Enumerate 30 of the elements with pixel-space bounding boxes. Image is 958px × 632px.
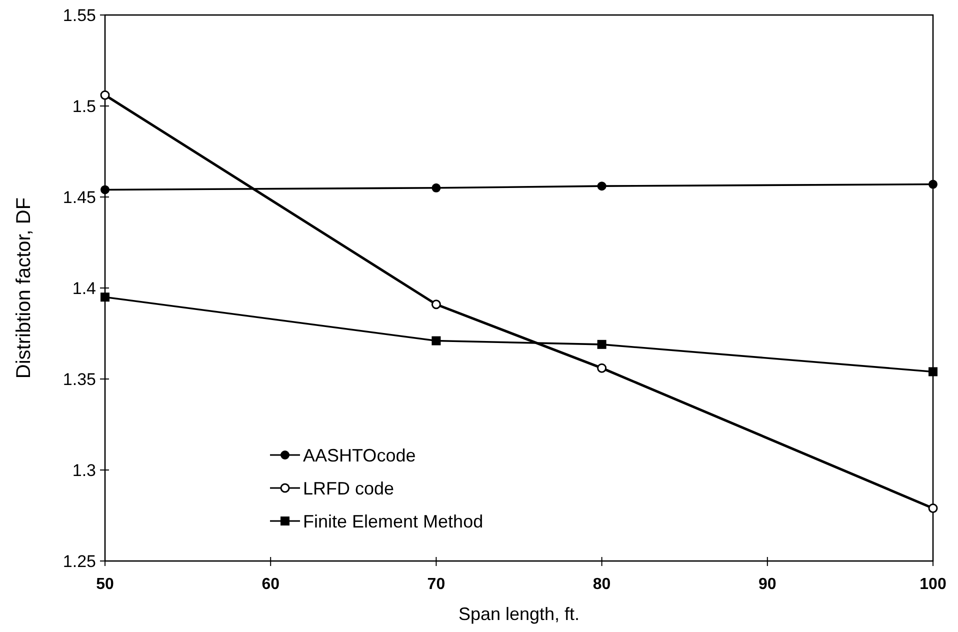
x-tick-label: 80 [592, 576, 611, 593]
y-tick-label: 1.45 [62, 188, 96, 207]
point [100, 292, 110, 302]
legend-label: Finite Element Method [303, 511, 484, 532]
x-tick-label: 70 [427, 576, 446, 593]
point [928, 180, 938, 189]
point [432, 183, 441, 192]
point [597, 340, 606, 349]
point [928, 503, 938, 513]
point [597, 182, 606, 191]
legend-label: LRFD code [303, 478, 394, 498]
point [597, 363, 607, 373]
y-tick-label: 1.25 [62, 552, 96, 571]
point [928, 367, 938, 376]
point [100, 90, 110, 100]
point [432, 336, 441, 346]
y-tick-label: 1.5 [72, 96, 96, 116]
x-tick-label: 100 [920, 576, 946, 593]
y-tick-label: 1.4 [72, 278, 96, 298]
point [100, 185, 110, 194]
y-tick-label: 1.35 [62, 370, 96, 389]
x-tick-label: 90 [758, 576, 776, 593]
x-tick-label: 60 [262, 576, 280, 593]
x-tick-label: 50 [96, 576, 114, 593]
y-axis-title: Distribtion factor, DF [13, 197, 35, 379]
legend-label: AASHTOcode [303, 445, 416, 466]
y-tick-label: 1.3 [72, 460, 96, 480]
y-tick-label: 1.55 [62, 6, 96, 25]
x-axis-title: Span length, ft. [458, 604, 580, 624]
point [431, 300, 441, 310]
